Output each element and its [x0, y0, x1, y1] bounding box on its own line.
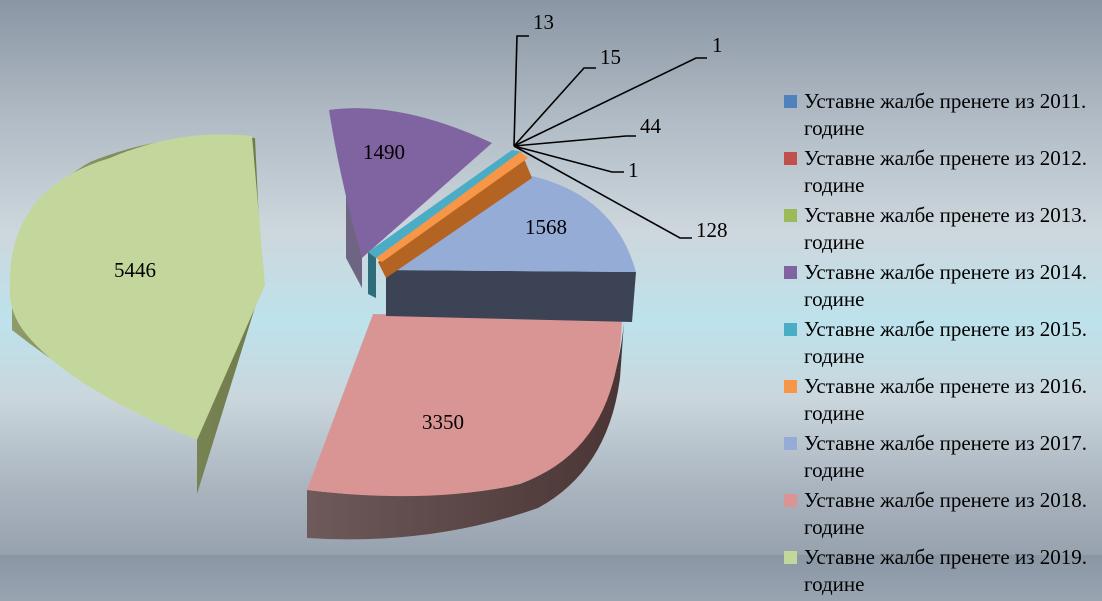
legend-swatch: [784, 551, 797, 564]
legend-label: Уставне жалбе пренете из 2015. године: [804, 317, 1088, 368]
data-label-1-leader: [513, 35, 529, 147]
legend-label: Уставне жалбе пренете из 2012. године: [804, 146, 1088, 197]
legend-item: Уставне жалбе пренете из 2013. године: [781, 202, 1102, 259]
slice-2019: [9, 134, 265, 494]
slice-2015-top: [368, 252, 376, 298]
slice-2015: [368, 150, 522, 298]
legend-label: Уставне жалбе пренете из 2016. године: [804, 374, 1088, 425]
data-label-4: 44: [640, 114, 662, 138]
slice-2014: [329, 108, 492, 288]
data-label-6: 1568: [525, 215, 567, 239]
data-label-8: 5446: [114, 258, 156, 282]
legend-label: Уставне жалбе пренете из 2014. године: [804, 260, 1088, 311]
slice-2018-side: [307, 322, 624, 540]
data-label-3: 1490: [363, 140, 405, 164]
data-label-extra-0-leader: [513, 145, 624, 173]
legend-item: Уставне жалбе пренете из 2018. године: [781, 487, 1102, 544]
legend-label: Уставне жалбе пренете из 2019. године: [804, 545, 1088, 596]
data-label-4-leader: [513, 135, 636, 147]
data-label-5-leader: [513, 145, 692, 239]
slice-2017-side: [386, 270, 636, 322]
data-label-0: 1: [712, 33, 723, 57]
legend-item: Уставне жалбе пренете из 2019. године: [781, 544, 1102, 601]
legend-swatch: [784, 152, 797, 165]
legend-label: Уставне жалбе пренете из 2018. године: [804, 488, 1088, 539]
data-label-5: 128: [696, 218, 728, 242]
data-label-1: 13: [533, 10, 554, 34]
legend-swatch: [784, 266, 797, 279]
data-label-7: 3350: [422, 410, 464, 434]
slice-2015-side: [368, 150, 522, 258]
slice-2017: [386, 176, 636, 322]
legend-swatch: [784, 323, 797, 336]
data-label-extra-0: 1: [628, 158, 639, 182]
slice-2017-top: [386, 176, 636, 272]
legend-label: Уставне жалбе пренете из 2011. године: [804, 89, 1087, 140]
legend-swatch: [784, 494, 797, 507]
legend-item: Уставне жалбе пренете из 2016. године: [781, 373, 1102, 430]
legend-item: Уставне жалбе пренете из 2015. године: [781, 316, 1102, 373]
slice-2014-top: [329, 108, 492, 258]
data-label-2-leader: [513, 67, 596, 147]
legend-item: Уставне жалбе пренете из 2011. године: [781, 88, 1102, 145]
legend-swatch: [784, 380, 797, 393]
legend-item: Уставне жалбе пренете из 2012. године: [781, 145, 1102, 202]
slice-2019-top: [9, 134, 265, 440]
legend-label: Уставне жалбе пренете из 2017. године: [804, 431, 1088, 482]
legend-swatch: [784, 209, 797, 222]
slice-2016-side: [378, 154, 532, 278]
slice-2016: [376, 152, 532, 278]
data-label-0-leader: [513, 57, 707, 147]
data-label-2: 15: [600, 45, 621, 69]
legend-swatch: [784, 437, 797, 450]
slice-2018: [307, 314, 624, 540]
slice-2016-top: [376, 152, 528, 262]
legend: Уставне жалбе пренете из 2011. године Уст…: [781, 88, 1102, 601]
legend-item: Уставне жалбе пренете из 2014. године: [781, 259, 1102, 316]
slice-2018-top: [307, 314, 622, 497]
legend-swatch: [784, 95, 797, 108]
legend-label: Уставне жалбе пренете из 2013. године: [804, 203, 1088, 254]
legend-item: Уставне жалбе пренете из 2017. године: [781, 430, 1102, 487]
